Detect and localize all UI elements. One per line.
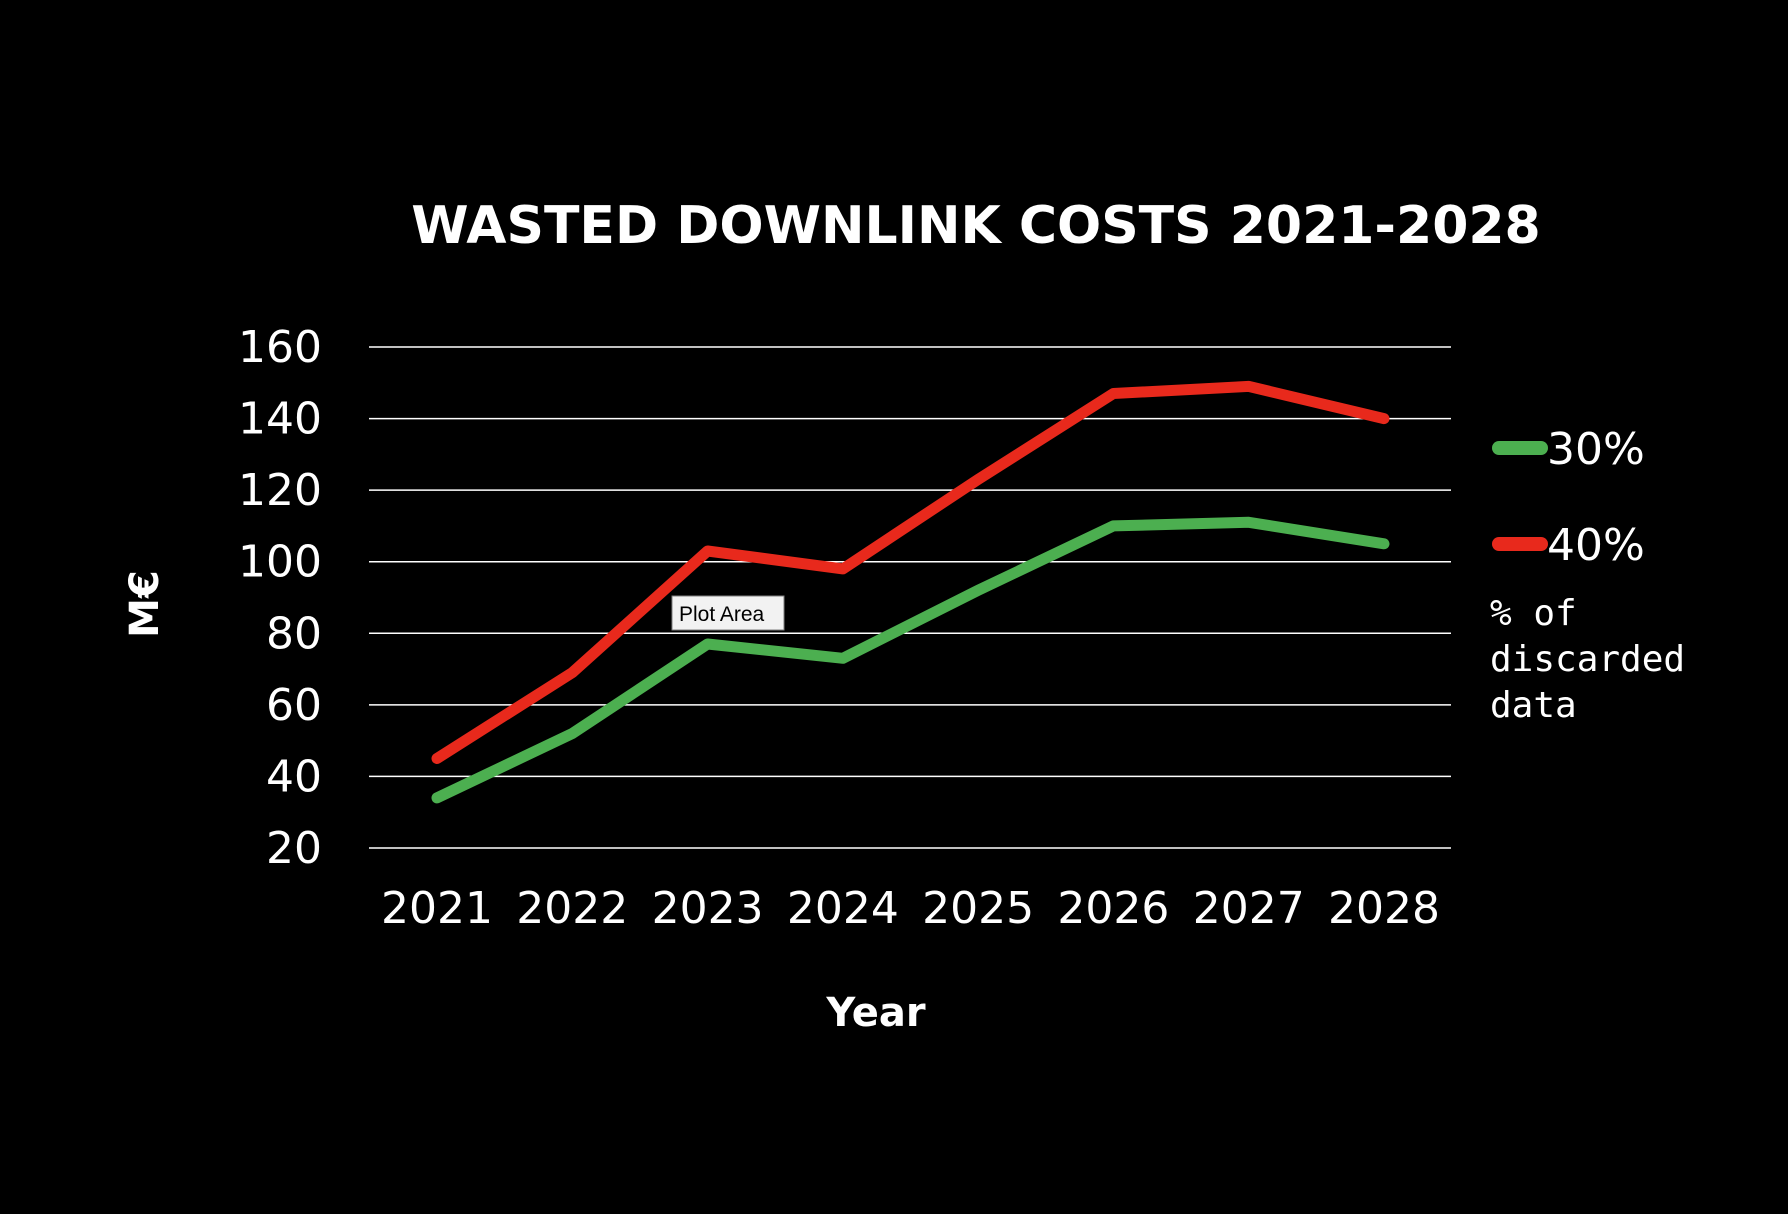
y-tick-label: 140 — [238, 394, 322, 445]
y-tick-label: 40 — [266, 751, 322, 802]
y-tick-label: 120 — [238, 465, 322, 516]
x-tick-label: 2024 — [787, 883, 899, 934]
y-tick-label: 60 — [266, 680, 322, 731]
x-axis-title: Year — [825, 990, 925, 1036]
tooltip-label: Plot Area — [679, 603, 765, 626]
legend-note-line: data — [1490, 685, 1577, 726]
series-line-40pct — [431, 380, 1390, 764]
y-axis-title: M€ — [122, 570, 168, 638]
legend-note-line: discarded — [1490, 639, 1685, 680]
y-tick-label: 20 — [266, 823, 322, 874]
legend-note-line: % of — [1490, 593, 1577, 634]
y-tick-labels: 20 40 60 80 100 120 140 160 — [238, 322, 322, 874]
x-tick-label: 2021 — [381, 883, 493, 934]
x-tick-label: 2025 — [922, 883, 1034, 934]
series-lines — [431, 380, 1390, 804]
x-tick-label: 2026 — [1057, 883, 1169, 934]
x-tick-label: 2027 — [1193, 883, 1305, 934]
x-tick-labels: 2021 2022 2023 2024 2025 2026 2027 2028 — [381, 883, 1440, 934]
x-tick-label: 2022 — [516, 883, 628, 934]
gridlines — [369, 346, 1451, 849]
y-tick-label: 160 — [238, 322, 322, 373]
y-tick-label: 80 — [266, 608, 322, 659]
series-line-30pct — [431, 516, 1390, 804]
y-tick-label: 100 — [238, 537, 322, 588]
x-tick-label: 2028 — [1328, 883, 1440, 934]
legend-note: % of discarded data — [1490, 593, 1685, 726]
legend-label: 30% — [1547, 424, 1645, 475]
chart-title: WASTED DOWNLINK COSTS 2021-2028 — [411, 196, 1541, 256]
tooltip-box — [671, 595, 785, 631]
legend: 30% 40% % of discarded data — [1490, 424, 1685, 726]
plot-area-tooltip: Plot Area — [671, 595, 785, 631]
legend-label: 40% — [1547, 520, 1645, 571]
x-tick-label: 2023 — [652, 883, 764, 934]
